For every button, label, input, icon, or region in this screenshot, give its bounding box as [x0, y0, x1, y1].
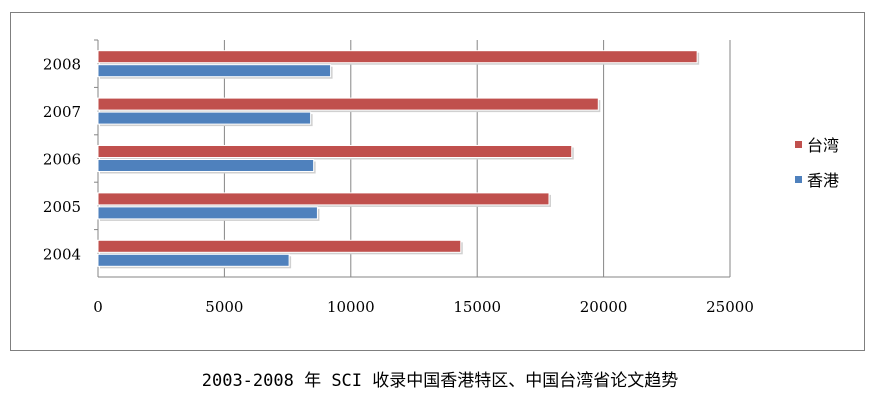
legend-marker [795, 176, 802, 183]
bar-taiwan [97, 97, 599, 111]
bar-taiwan [97, 239, 462, 253]
bar-taiwan [97, 50, 698, 64]
x-tick-label: 25000 [706, 298, 754, 316]
bar-hongkong [97, 64, 332, 78]
legend-marker [795, 141, 802, 148]
x-tick-label: 15000 [453, 298, 501, 316]
x-tick-label: 20000 [580, 298, 628, 316]
legend-label: 香港 [807, 171, 839, 190]
y-tick-label: 2004 [43, 245, 81, 263]
y-tick-label: 2005 [43, 198, 81, 216]
bar-hongkong [97, 159, 315, 172]
bar-hongkong [97, 111, 312, 125]
y-tick-label: 2006 [43, 151, 81, 169]
x-tick-label: 10000 [327, 298, 375, 316]
bar-taiwan [97, 145, 573, 158]
bar-taiwan [97, 192, 550, 206]
bar-hongkong [97, 206, 318, 220]
y-tick-label: 2008 [43, 56, 81, 74]
bar-hongkong [97, 253, 290, 267]
x-tick-label: 0 [93, 298, 103, 316]
y-tick-label: 2007 [43, 103, 81, 121]
x-tick-label: 5000 [205, 298, 243, 316]
chart-title: 2003-2008 年 SCI 收录中国香港特区、中国台湾省论文趋势 [201, 371, 679, 391]
chart-frame [10, 12, 865, 351]
legend-label: 台湾 [807, 136, 839, 155]
